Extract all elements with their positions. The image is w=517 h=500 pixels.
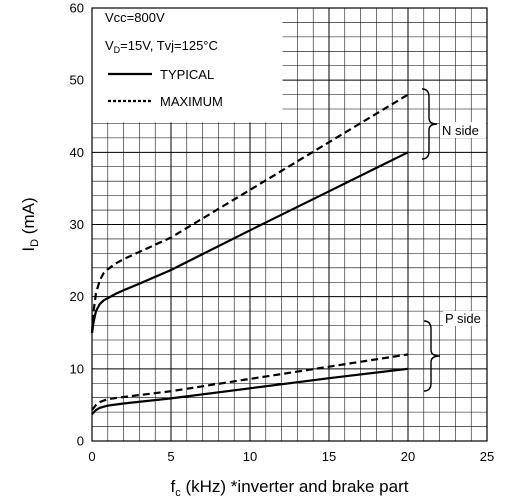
plot-frame	[91, 7, 488, 442]
condition-vd-main: V	[105, 38, 114, 53]
y-axis-label-main: I	[19, 247, 38, 252]
y-tick-label: 40	[70, 145, 84, 160]
condition-vcc: Vcc=800V	[105, 10, 165, 25]
legend-background	[92, 8, 283, 123]
condition-vd-subscript: D	[114, 45, 121, 55]
y-axis-label: ID (mA)	[19, 197, 41, 251]
x-tick-label: 20	[401, 449, 415, 464]
n-side-label-background	[440, 122, 486, 138]
legend-maximum-label: MAXIMUM	[160, 94, 223, 109]
n-side-maximum-line	[90, 93, 409, 333]
x-tick-label: 10	[243, 449, 257, 464]
y-axis-tick-labels: 0 10 20 30 40 50 60	[70, 1, 84, 449]
condition-vd-tvj: VD=15V, Tvj=125°C	[105, 38, 218, 55]
x-tick-label: 0	[88, 449, 95, 464]
x-axis-tick-labels: 0 5 10 15 20 25	[88, 449, 494, 464]
x-tick-label: 15	[322, 449, 336, 464]
legend: Vcc=800V VD=15V, Tvj=125°C TYPICAL MAXIM…	[92, 8, 283, 123]
p-side-label-background	[443, 311, 486, 326]
y-axis-label-rest: (mA)	[19, 197, 38, 239]
condition-vd-rest: =15V, Tvj=125°C	[120, 38, 218, 53]
y-tick-label: 20	[70, 289, 84, 304]
n-side-typical-line	[90, 151, 409, 333]
x-tick-label: 25	[480, 449, 494, 464]
x-axis-label-subscript: c	[175, 487, 181, 499]
p-side-label: P side	[445, 311, 481, 326]
y-tick-label: 60	[70, 1, 84, 16]
x-tick-label: 5	[167, 449, 174, 464]
legend-typical-label: TYPICAL	[160, 67, 214, 82]
p-side-brace	[423, 320, 441, 392]
n-side-label: N side	[442, 123, 479, 138]
p-side-typical-line	[91, 367, 409, 416]
y-axis-label-subscript: D	[29, 239, 41, 247]
x-axis-label-main: f	[171, 477, 176, 496]
y-tick-label: 30	[70, 217, 84, 232]
series-lines	[90, 93, 409, 416]
p-side-maximum-line	[91, 353, 409, 411]
annotations: N side P side	[421, 88, 486, 392]
y-tick-label: 10	[70, 361, 84, 376]
n-side-brace	[421, 88, 438, 160]
y-tick-label: 50	[70, 73, 84, 88]
y-tick-label: 0	[77, 434, 84, 449]
x-axis-label: fc (kHz) *inverter and brake part	[171, 477, 409, 499]
x-axis-label-rest: (kHz) *inverter and brake part	[181, 477, 409, 496]
